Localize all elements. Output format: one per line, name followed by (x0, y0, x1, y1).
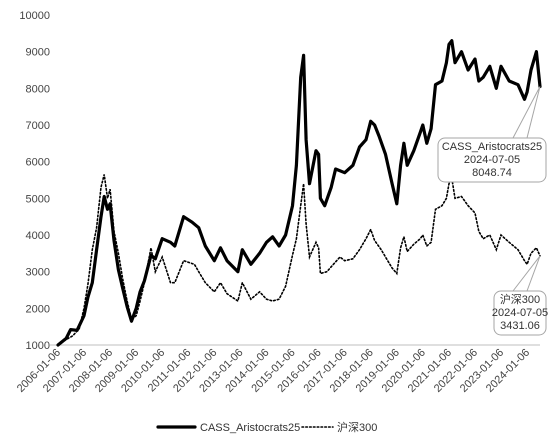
callout-text: 8048.74 (472, 167, 512, 179)
y-tick-label: 10000 (19, 10, 50, 22)
callout-text: 2024-07-05 (492, 307, 548, 319)
y-tick-label: 4000 (26, 230, 50, 242)
legend-label-cass-aristocrats25: CASS_Aristocrats25 (200, 422, 300, 434)
callout-text: CASS_Aristocrats25 (442, 141, 542, 153)
callout-pointer (512, 86, 541, 139)
x-axis-tick-labels: 2006-01-062007-01-062008-01-062009-01-06… (15, 347, 532, 395)
series-line-cass-aristocrats25 (56, 39, 542, 347)
callout-layer: CASS_Aristocrats252024-07-058048.74沪深300… (437, 86, 548, 336)
y-tick-label: 6000 (26, 157, 50, 169)
legend-label-hs300: 沪深300 (337, 420, 377, 434)
y-tick-label: 9000 (26, 47, 50, 59)
y-axis-tick-labels: 1000 2000 3000 4000 5000 6000 7000 8000 9000 1000… (19, 10, 50, 352)
y-tick-label: 3000 (26, 267, 50, 279)
y-tick-label: 1000 (26, 340, 50, 352)
callout-text: 沪深300 (500, 292, 540, 306)
series-line-hs300 (57, 174, 541, 346)
y-tick-label: 5000 (26, 193, 50, 205)
y-tick-label: 7000 (26, 120, 50, 132)
y-tick-label: 8000 (26, 83, 50, 95)
callout-box (437, 137, 547, 183)
legend: CASS_Aristocrats25 沪深300 (156, 420, 377, 434)
series-layer (56, 39, 542, 347)
callout-pointer (512, 255, 541, 292)
callout-text: 3431.06 (500, 320, 540, 332)
callout-box (493, 290, 547, 336)
callout-text: 2024-07-05 (464, 154, 520, 166)
y-tick-label: 2000 (26, 303, 50, 315)
